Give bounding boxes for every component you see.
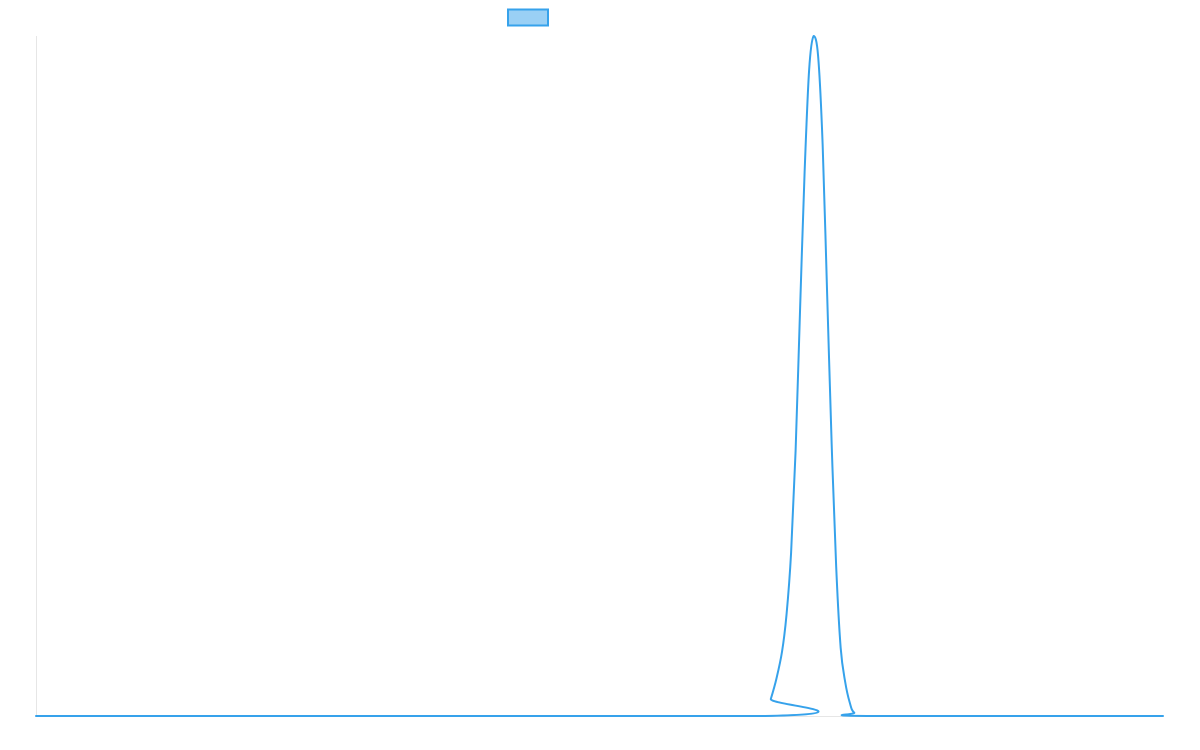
axes	[36, 36, 1163, 717]
legend-swatch[interactable]	[507, 8, 549, 27]
series-line-0	[35, 35, 1164, 718]
series-layer	[35, 35, 1164, 718]
legend[interactable]	[507, 8, 549, 27]
